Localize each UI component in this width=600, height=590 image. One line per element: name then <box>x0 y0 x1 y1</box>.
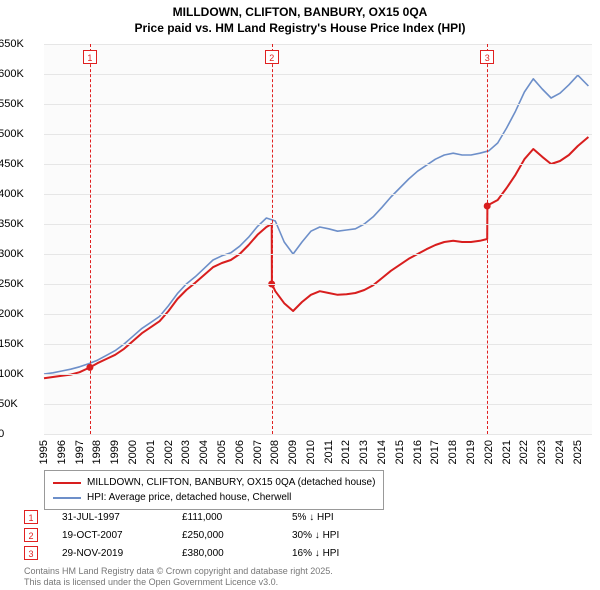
footer-line2: This data is licensed under the Open Gov… <box>24 577 333 588</box>
sales-diff: 30% ↓ HPI <box>292 530 412 541</box>
y-axis-tick-label: £500K <box>0 128 36 140</box>
footer-line1: Contains HM Land Registry data © Crown c… <box>24 566 333 577</box>
sales-marker-number: 3 <box>24 546 38 560</box>
legend-swatch-hpi <box>53 497 81 499</box>
legend-swatch-price-paid <box>53 482 81 484</box>
sales-row: 2 19-OCT-2007 £250,000 30% ↓ HPI <box>24 528 412 542</box>
gridline-horizontal <box>44 164 592 165</box>
x-axis-tick-label: 2008 <box>269 440 281 464</box>
sales-date: 29-NOV-2019 <box>62 548 182 559</box>
sales-diff: 5% ↓ HPI <box>292 512 412 523</box>
x-axis-tick-label: 2011 <box>323 440 335 464</box>
sales-price: £380,000 <box>182 548 292 559</box>
legend-item-price-paid: MILLDOWN, CLIFTON, BANBURY, OX15 0QA (de… <box>53 475 375 490</box>
x-axis-tick-label: 2020 <box>483 440 495 464</box>
x-axis-tick-label: 2017 <box>429 440 441 464</box>
sales-marker-number: 1 <box>24 510 38 524</box>
gridline-horizontal <box>44 224 592 225</box>
sales-row: 3 29-NOV-2019 £380,000 16% ↓ HPI <box>24 546 412 560</box>
sales-price: £111,000 <box>182 512 292 523</box>
footer-attribution: Contains HM Land Registry data © Crown c… <box>24 566 333 589</box>
x-axis-tick-label: 2004 <box>198 440 210 464</box>
x-axis-tick-label: 1997 <box>74 440 86 464</box>
y-axis-tick-label: £250K <box>0 278 36 290</box>
gridline-horizontal <box>44 434 592 435</box>
x-axis-tick-label: 2014 <box>376 440 388 464</box>
title-line1: MILLDOWN, CLIFTON, BANBURY, OX15 0QA <box>0 4 600 20</box>
gridline-horizontal <box>44 74 592 75</box>
legend-label-hpi: HPI: Average price, detached house, Cher… <box>87 490 291 505</box>
x-axis-tick-label: 2006 <box>234 440 246 464</box>
y-axis-tick-label: £50K <box>0 398 36 410</box>
x-axis-tick-label: 2012 <box>340 440 352 464</box>
y-axis-tick-label: £150K <box>0 338 36 350</box>
y-axis-tick-label: £0 <box>0 428 36 440</box>
sales-marker-number: 2 <box>24 528 38 542</box>
x-axis-tick-label: 1995 <box>38 440 50 464</box>
sale-marker-line <box>272 44 273 434</box>
sales-price: £250,000 <box>182 530 292 541</box>
sale-marker-label: 1 <box>83 50 97 64</box>
sales-row: 1 31-JUL-1997 £111,000 5% ↓ HPI <box>24 510 412 524</box>
y-axis-tick-label: £450K <box>0 158 36 170</box>
legend-label-price-paid: MILLDOWN, CLIFTON, BANBURY, OX15 0QA (de… <box>87 475 375 490</box>
x-axis-tick-label: 2013 <box>358 440 370 464</box>
sales-diff: 16% ↓ HPI <box>292 548 412 559</box>
y-axis-tick-label: £200K <box>0 308 36 320</box>
gridline-horizontal <box>44 254 592 255</box>
x-axis-tick-label: 2019 <box>465 440 477 464</box>
gridline-horizontal <box>44 134 592 135</box>
legend-item-hpi: HPI: Average price, detached house, Cher… <box>53 490 375 505</box>
gridline-horizontal <box>44 344 592 345</box>
sale-marker-label: 2 <box>265 50 279 64</box>
x-axis-tick-label: 2007 <box>252 440 264 464</box>
legend-box: MILLDOWN, CLIFTON, BANBURY, OX15 0QA (de… <box>44 470 384 510</box>
x-axis-tick-label: 2009 <box>287 440 299 464</box>
gridline-horizontal <box>44 314 592 315</box>
gridline-horizontal <box>44 374 592 375</box>
x-axis-tick-label: 1999 <box>109 440 121 464</box>
gridline-horizontal <box>44 104 592 105</box>
x-axis-tick-label: 2024 <box>554 440 566 464</box>
x-axis-tick-label: 2001 <box>145 440 157 464</box>
x-axis-tick-label: 2003 <box>180 440 192 464</box>
x-axis-tick-label: 2005 <box>216 440 228 464</box>
gridline-horizontal <box>44 404 592 405</box>
gridline-horizontal <box>44 194 592 195</box>
x-axis-tick-label: 2025 <box>572 440 584 464</box>
y-axis-tick-label: £650K <box>0 38 36 50</box>
x-axis-tick-label: 1998 <box>91 440 103 464</box>
y-axis-tick-label: £600K <box>0 68 36 80</box>
sales-date: 19-OCT-2007 <box>62 530 182 541</box>
sale-marker-label: 3 <box>480 50 494 64</box>
x-axis-tick-label: 2016 <box>412 440 424 464</box>
y-axis-tick-label: £100K <box>0 368 36 380</box>
y-axis-tick-label: £350K <box>0 218 36 230</box>
x-axis-tick-label: 2002 <box>163 440 175 464</box>
sales-date: 31-JUL-1997 <box>62 512 182 523</box>
y-axis-tick-label: £550K <box>0 98 36 110</box>
x-axis-tick-label: 2022 <box>518 440 530 464</box>
x-axis-tick-label: 2015 <box>394 440 406 464</box>
y-axis-tick-label: £300K <box>0 248 36 260</box>
sales-table: 1 31-JUL-1997 £111,000 5% ↓ HPI 2 19-OCT… <box>24 510 412 564</box>
sale-marker-line <box>487 44 488 434</box>
x-axis-tick-label: 2018 <box>447 440 459 464</box>
x-axis-tick-label: 1996 <box>56 440 68 464</box>
x-axis-tick-label: 2023 <box>536 440 548 464</box>
gridline-horizontal <box>44 44 592 45</box>
chart-plot-area: £0£50K£100K£150K£200K£250K£300K£350K£400… <box>44 44 592 434</box>
x-axis-tick-label: 2000 <box>127 440 139 464</box>
sale-marker-line <box>90 44 91 434</box>
chart-title: MILLDOWN, CLIFTON, BANBURY, OX15 0QA Pri… <box>0 0 600 36</box>
y-axis-tick-label: £400K <box>0 188 36 200</box>
x-axis-tick-label: 2010 <box>305 440 317 464</box>
title-line2: Price paid vs. HM Land Registry's House … <box>0 20 600 36</box>
chart-lines-svg <box>44 44 592 434</box>
gridline-horizontal <box>44 284 592 285</box>
x-axis-tick-label: 2021 <box>501 440 513 464</box>
